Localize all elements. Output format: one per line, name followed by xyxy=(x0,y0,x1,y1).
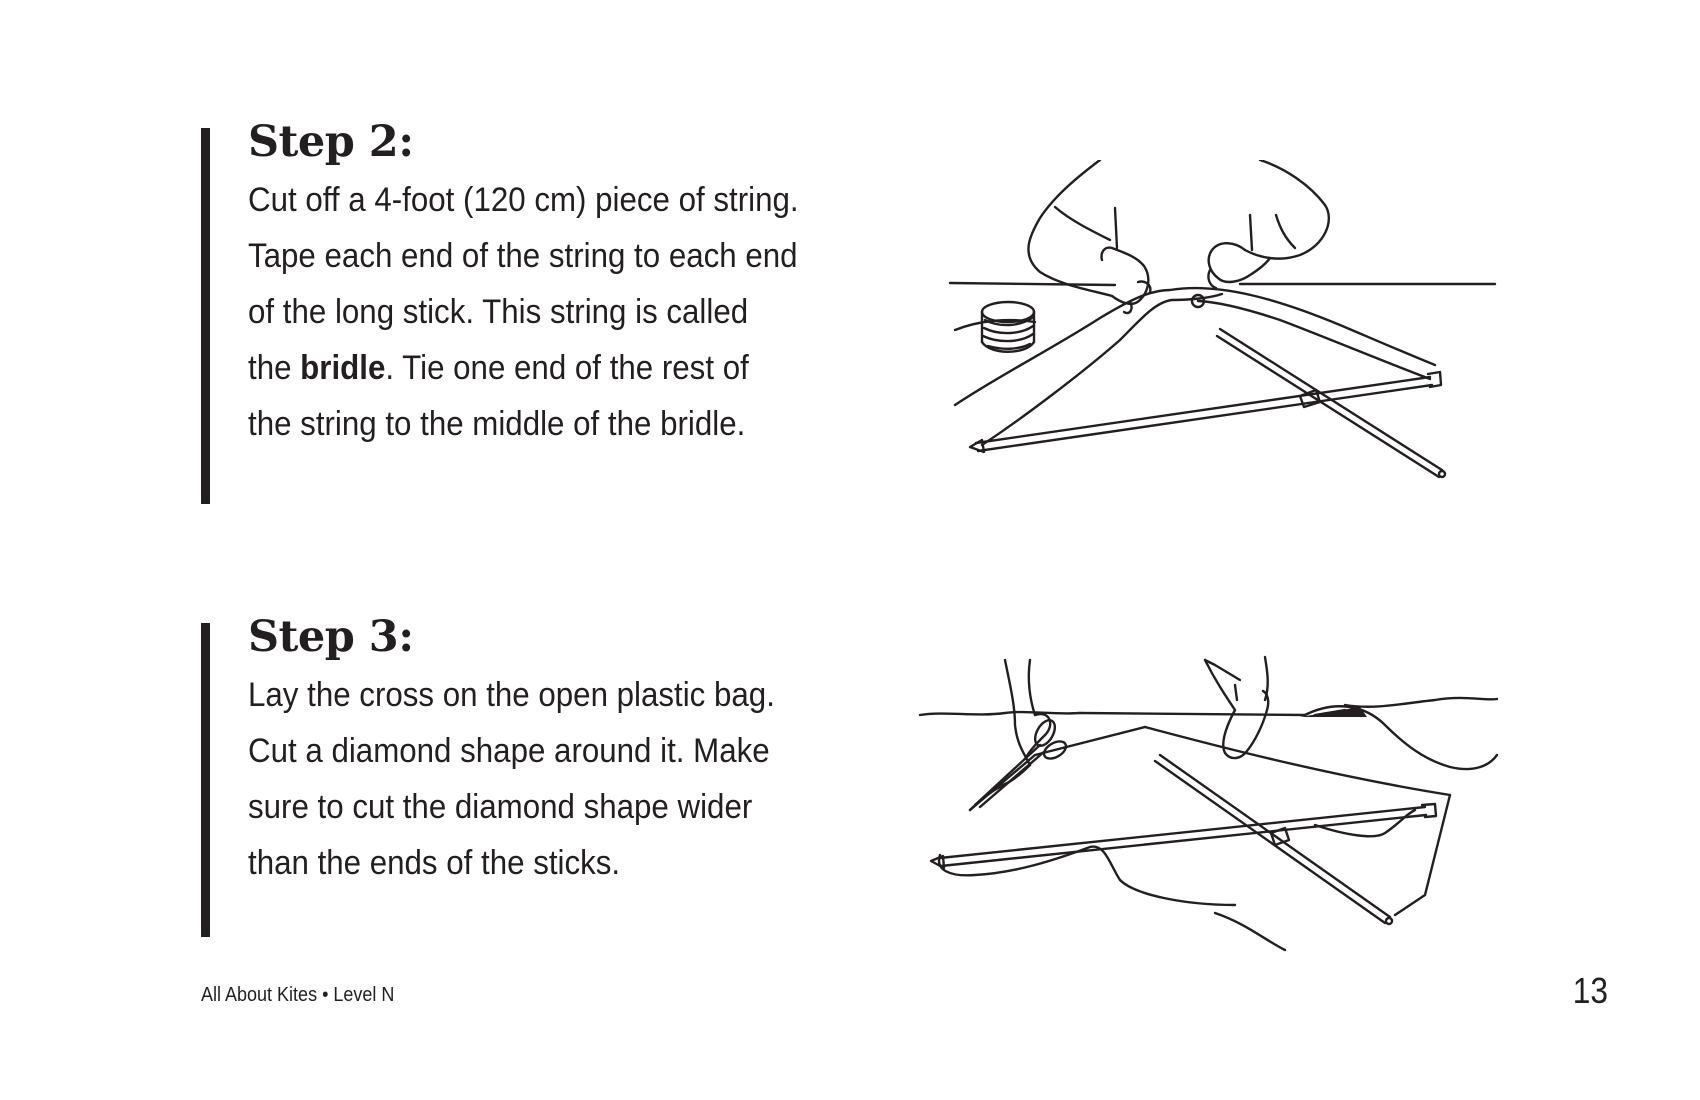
step-3-text: Lay the cross on the open plastic bag. C… xyxy=(248,676,775,882)
hands-cutting-plastic-illustration xyxy=(905,655,1505,955)
bridle-term: bridle xyxy=(300,349,386,387)
step-2-text-part-1: Cut off a 4-foot (120 cm) piece of strin… xyxy=(248,181,799,387)
scissors-icon xyxy=(973,719,1068,809)
step-2-text-part-2: . Tie one end of the rest of the string … xyxy=(248,349,749,443)
step-2-section: Step 2: Cut off a 4-foot (120 cm) piece … xyxy=(201,117,799,504)
page-number: 13 xyxy=(1572,970,1608,1011)
step-2-text: Cut off a 4-foot (120 cm) piece of strin… xyxy=(248,172,800,452)
string-spool-icon xyxy=(980,300,1036,353)
step-2-heading: Step 2: xyxy=(248,117,414,167)
hands-tying-bridle-illustration xyxy=(940,160,1500,490)
book-title-footer: All About Kites • Level N xyxy=(201,984,395,1006)
step-3-section: Step 3: Lay the cross on the open plasti… xyxy=(201,612,790,937)
step-3-heading: Step 3: xyxy=(248,612,414,662)
